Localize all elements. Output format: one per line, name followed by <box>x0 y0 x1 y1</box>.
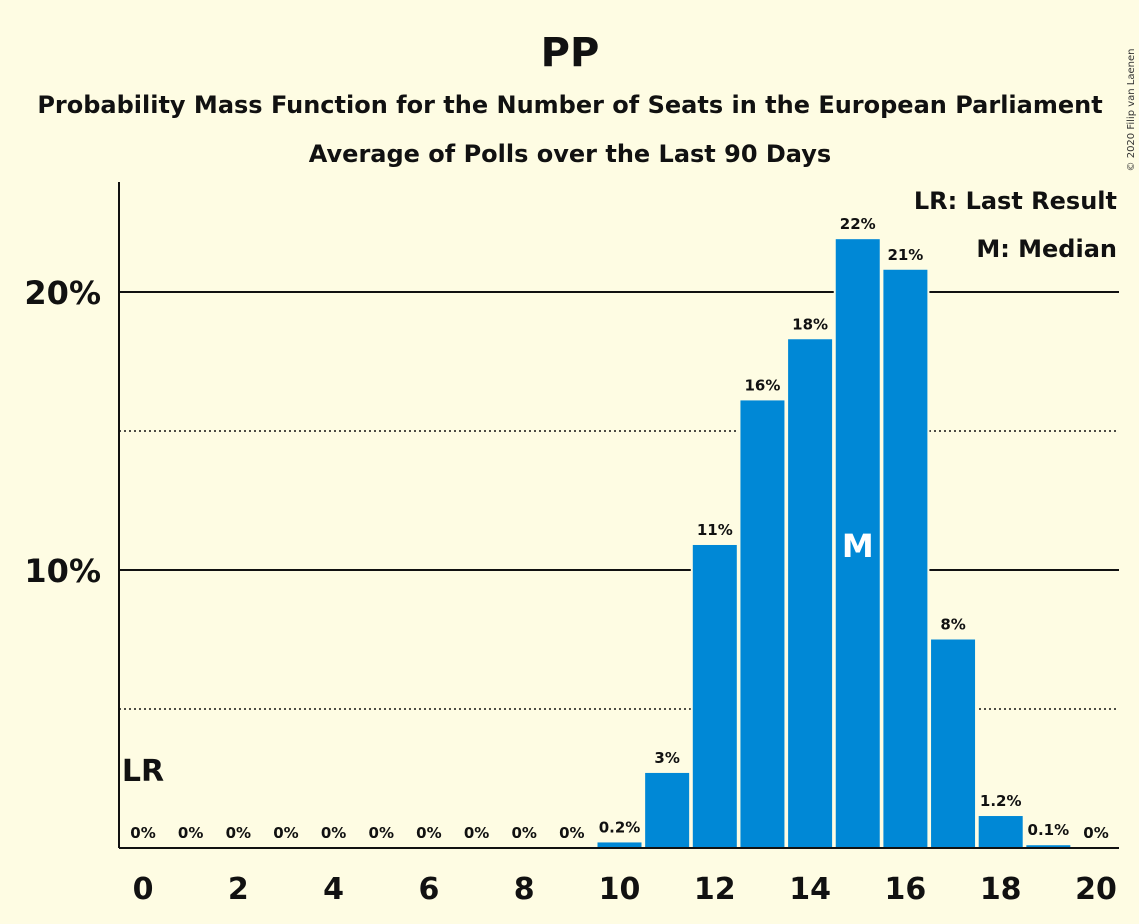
bars <box>595 237 1073 847</box>
bar <box>692 544 737 847</box>
bar-value-label: 0% <box>226 824 251 842</box>
legend-last-result: LR: Last Result <box>914 187 1117 215</box>
x-tick-label: 20 <box>1075 872 1117 907</box>
x-tick-label: 10 <box>599 872 641 907</box>
x-tick-label: 18 <box>980 872 1022 907</box>
bar-value-label: 0% <box>273 824 298 842</box>
legend-median: M: Median <box>976 235 1117 263</box>
bar-value-label: 0.2% <box>599 818 641 836</box>
x-tick-label: 16 <box>885 872 927 907</box>
bar-value-label: 11% <box>697 521 733 539</box>
x-tick-label: 2 <box>228 872 249 907</box>
bar-value-labels: 0% 0% 0% 0% 0% 0% 0% 0% 0% 0% 0.2% 3% 11% 16% 18% 22% 21… <box>122 215 1109 842</box>
x-tick-label: 14 <box>789 872 831 907</box>
bar <box>978 816 1023 847</box>
bar-value-label: 0% <box>130 824 155 842</box>
bar-value-label: 18% <box>792 315 828 333</box>
bar-value-label: 0% <box>321 824 346 842</box>
x-tick-label: 12 <box>694 872 736 907</box>
bar <box>597 842 642 847</box>
bar-value-label: 16% <box>744 376 780 394</box>
bar-value-label: 0% <box>178 824 203 842</box>
copyright-notice: © 2020 Filip van Laenen <box>1126 49 1137 172</box>
bar-value-label: 0% <box>559 824 584 842</box>
bar <box>740 400 785 847</box>
y-axis-ticks: 10% 20% <box>24 274 101 590</box>
x-tick-label: 6 <box>418 872 439 907</box>
bar <box>931 639 976 847</box>
bar-value-label: 1.2% <box>980 792 1022 810</box>
bar <box>1026 845 1071 847</box>
bar-value-label: 22% <box>840 215 876 233</box>
median-marker: M <box>842 527 874 565</box>
bar <box>835 239 880 847</box>
x-axis-ticks: 0 2 4 6 8 10 12 14 16 18 20 <box>133 872 1117 907</box>
bar-value-label: 0.1% <box>1028 821 1070 839</box>
chart-subtitle-2: Average of Polls over the Last 90 Days <box>309 140 831 168</box>
bar <box>883 269 928 847</box>
bar-gap <box>1024 843 1073 847</box>
bar <box>788 339 833 847</box>
y-tick-label: 10% <box>24 552 101 590</box>
gridlines <box>119 291 1119 710</box>
bar-value-label: 0% <box>416 824 441 842</box>
chart-subtitle: Probability Mass Function for the Number… <box>37 91 1102 119</box>
bar-value-label: 0% <box>1083 824 1108 842</box>
bar-value-label: 0% <box>464 824 489 842</box>
chart-title: PP <box>541 30 600 76</box>
bar-value-label: 21% <box>887 246 923 264</box>
x-tick-label: 0 <box>133 872 154 907</box>
y-tick-label: 20% <box>24 274 101 312</box>
bar-value-label: 3% <box>654 749 679 767</box>
bar-value-label: 0% <box>369 824 394 842</box>
x-tick-label: 8 <box>514 872 535 907</box>
bar <box>645 772 690 847</box>
bar-value-label: 0% <box>511 824 536 842</box>
last-result-marker: LR <box>122 754 164 789</box>
bar-value-label: 8% <box>940 616 965 634</box>
x-tick-label: 4 <box>323 872 344 907</box>
